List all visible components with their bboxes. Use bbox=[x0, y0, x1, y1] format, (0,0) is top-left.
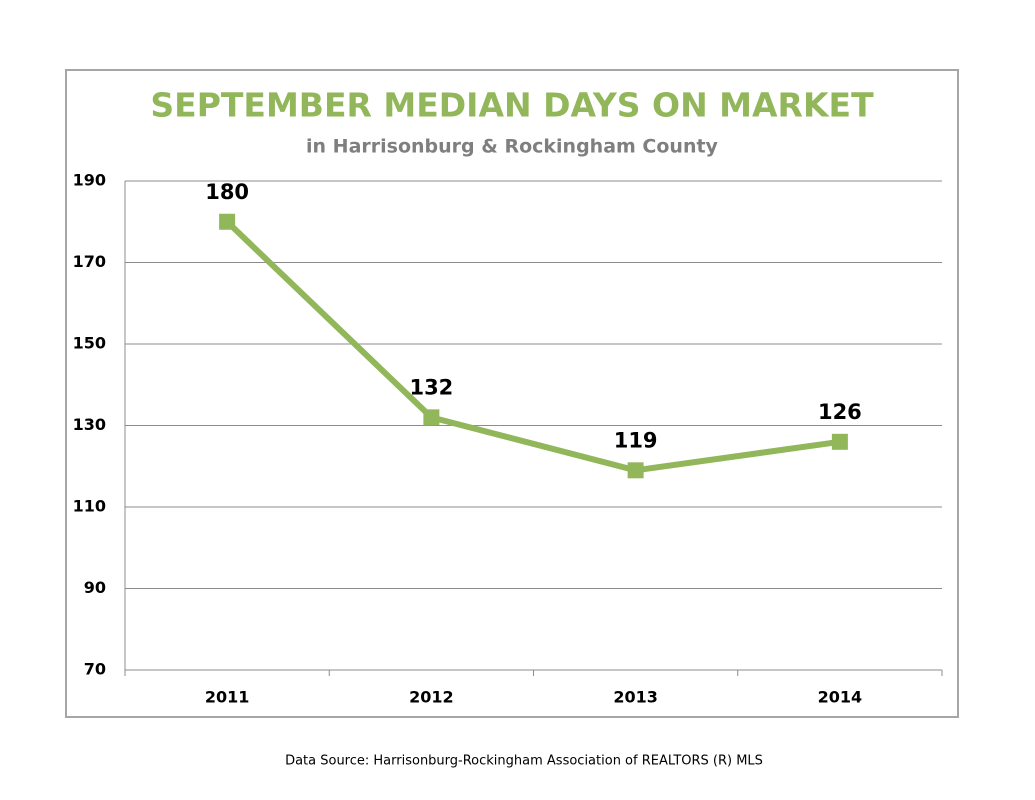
y-tick-label: 110 bbox=[73, 497, 106, 516]
y-tick-label: 130 bbox=[73, 415, 106, 434]
source-note: Data Source: Harrisonburg-Rockingham Ass… bbox=[285, 754, 763, 769]
chart-subtitle: in Harrisonburg & Rockingham County bbox=[306, 136, 719, 158]
data-marker bbox=[423, 409, 440, 426]
x-tick-label: 2012 bbox=[409, 688, 454, 707]
x-tick-label: 2011 bbox=[205, 688, 250, 707]
y-tick-label: 190 bbox=[73, 171, 106, 190]
chart-frame bbox=[65, 69, 959, 718]
data-marker bbox=[831, 433, 848, 450]
x-tick-label: 2014 bbox=[818, 688, 863, 707]
x-tick-label: 2013 bbox=[613, 688, 658, 707]
y-tick-label: 70 bbox=[84, 660, 106, 679]
y-tick-label: 90 bbox=[84, 578, 106, 597]
chart-title: SEPTEMBER MEDIAN DAYS ON MARKET bbox=[150, 86, 874, 125]
data-label: 119 bbox=[614, 428, 658, 452]
y-tick-label: 150 bbox=[73, 334, 106, 353]
data-label: 132 bbox=[409, 375, 453, 399]
y-tick-label: 170 bbox=[73, 252, 106, 271]
data-marker bbox=[627, 462, 644, 479]
data-label: 126 bbox=[818, 400, 862, 424]
data-marker bbox=[219, 213, 236, 230]
data-line bbox=[225, 219, 841, 474]
data-label: 180 bbox=[205, 180, 249, 204]
